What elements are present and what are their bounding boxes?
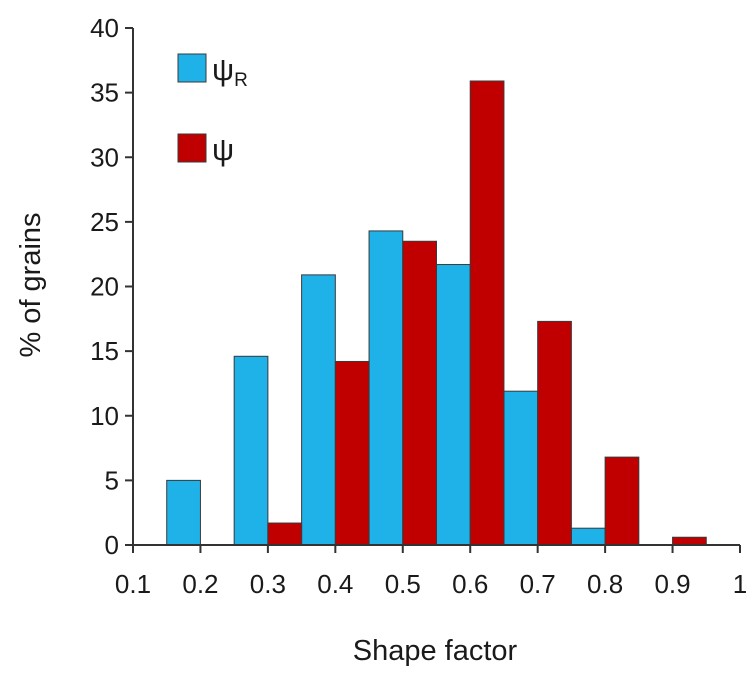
y-tick-label: 25 [90,207,119,237]
bar-series0-1 [233,355,269,546]
legend-label-main: ψ [212,132,234,167]
legend-label-0: ψR [212,52,248,91]
y-axis-title: % of grains [15,212,47,357]
bar-series0-5 [503,390,539,546]
bar-series1-4 [537,320,572,546]
x-tick-label: 0.5 [385,569,421,599]
x-tick-label: 0.8 [587,569,623,599]
legend-label-1: ψ [212,132,234,167]
x-tick-label: 0.2 [182,569,218,599]
y-tick-label: 20 [90,272,119,302]
bar-series1-2 [402,240,437,546]
ticks-layer: 0 5 10 15 20 25 30 35 40 0.1 0.2 0.3 0.4 0.5 0.6 0.7 0.8… [90,13,747,599]
bar-series1-6 [672,536,707,546]
y-tick-label: 35 [90,78,119,108]
bar-series0-4 [436,264,471,546]
x-tick-label: 1 [733,569,747,599]
x-axis-title: Shape factor [353,635,518,667]
x-tick-label: 0.3 [250,569,286,599]
bar-series0-2 [301,274,336,546]
bar-series0-3 [368,230,404,546]
y-tick-label: 15 [90,336,119,366]
y-tick-label: 0 [105,530,119,560]
bar-series1-0 [267,522,303,546]
y-tick-label: 40 [90,13,119,43]
x-tick-label: 0.1 [115,569,151,599]
y-tick-label: 30 [90,142,119,172]
y-tick-label: 5 [105,465,119,495]
bar-series1-3 [469,80,505,546]
bar-series1-1 [334,360,370,546]
x-tick-label: 0.7 [520,569,556,599]
bar-series0-6 [570,527,606,546]
legend-swatch-1 [177,133,207,163]
legend-swatch-0 [177,53,207,83]
legend: ψRψ [177,52,248,167]
bar-series1-5 [604,456,640,546]
legend-label-main: ψ [212,52,234,87]
bar-series0-0 [166,479,201,546]
x-tick-label: 0.4 [317,569,353,599]
x-tick-label: 0.9 [654,569,690,599]
legend-label-subscript: R [234,70,248,91]
x-tick-label: 0.6 [452,569,488,599]
bars-layer [166,80,707,546]
y-tick-label: 10 [90,401,119,431]
